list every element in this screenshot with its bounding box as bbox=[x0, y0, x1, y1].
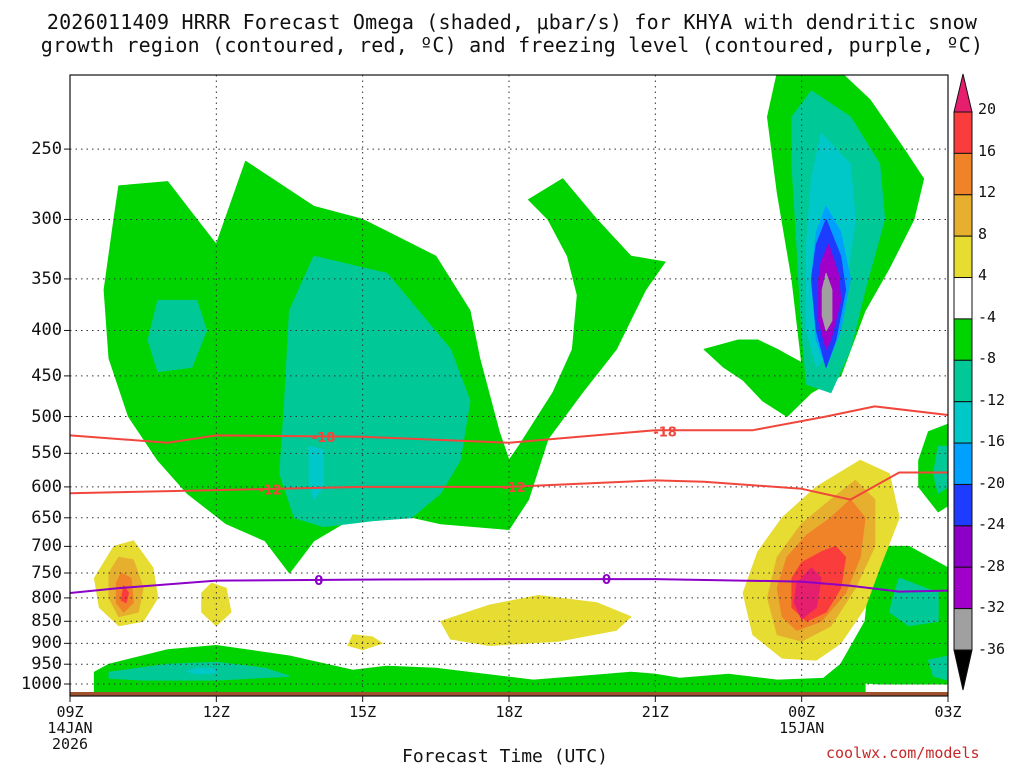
x-tick-time: 18Z bbox=[495, 703, 523, 721]
contour-lines: -18 -12 -12 -18 0 0 bbox=[70, 405, 948, 594]
colorbar-label: -4 bbox=[978, 307, 997, 326]
colorbar-swatch bbox=[953, 152, 973, 196]
x-tick-time: 12Z bbox=[202, 703, 230, 721]
omega-region-yellow bbox=[440, 595, 632, 646]
x-tick-label: 12Z bbox=[203, 704, 230, 720]
plot-frame bbox=[69, 74, 949, 697]
x-tick-date: 14JAN bbox=[47, 719, 93, 737]
omega-region-teal bbox=[889, 577, 939, 627]
colorbar-label: -20 bbox=[978, 473, 1006, 492]
contour-line bbox=[70, 471, 948, 501]
omega-shading bbox=[93, 75, 948, 693]
y-tick-label: 450 bbox=[31, 365, 62, 386]
colorbar-swatch bbox=[953, 525, 973, 568]
colorbar-label: -36 bbox=[978, 640, 1006, 658]
colorbar-label: -32 bbox=[978, 598, 1006, 617]
x-tick-time: 15Z bbox=[349, 703, 377, 721]
contour-label: -18 bbox=[653, 426, 677, 441]
x-tick-date: 2026 bbox=[51, 735, 89, 753]
y-tick-label: 900 bbox=[31, 633, 62, 654]
contour-line bbox=[70, 578, 948, 594]
colorbar-swatch bbox=[953, 608, 973, 651]
colorbar-label: -8 bbox=[978, 349, 997, 368]
x-axis-title: Forecast Time (UTC) bbox=[402, 746, 608, 767]
colorbar-label: 8 bbox=[978, 224, 988, 243]
contour-label: -18 bbox=[312, 431, 336, 446]
chart-title-line2: growth region (contoured, red, ºC) and f… bbox=[40, 33, 984, 57]
y-tick-label: 600 bbox=[31, 476, 62, 497]
y-tick-label: 750 bbox=[31, 562, 62, 583]
y-tick-label: 950 bbox=[31, 654, 62, 675]
omega-region-green bbox=[93, 645, 866, 693]
y-tick-label: 650 bbox=[31, 507, 62, 528]
y-tick-label: 400 bbox=[31, 320, 62, 341]
x-tick-time: 21Z bbox=[641, 703, 669, 721]
colorbar-swatch bbox=[953, 483, 973, 527]
colorbar-label: 16 bbox=[978, 141, 997, 160]
omega-region-red bbox=[120, 585, 129, 604]
x-tick-label: 18Z bbox=[495, 704, 522, 720]
x-tick-time: 03Z bbox=[934, 703, 962, 721]
colorbar-label: -16 bbox=[978, 432, 1006, 451]
y-tick-label: 350 bbox=[31, 268, 62, 289]
colorbar-label: 4 bbox=[978, 266, 988, 285]
y-tick-label: 1000 bbox=[21, 674, 62, 694]
omega-region-teal bbox=[932, 445, 948, 494]
credit-link[interactable]: coolwx.com/models bbox=[826, 744, 980, 762]
colorbar-label: -28 bbox=[978, 556, 1006, 575]
omega-region-teal bbox=[928, 655, 948, 681]
omega-region-teal bbox=[147, 299, 208, 373]
y-tick-label: 300 bbox=[31, 209, 62, 230]
omega-region-gray bbox=[821, 272, 833, 331]
x-tick-label: 15Z bbox=[349, 704, 376, 720]
x-tick-time: 09Z bbox=[56, 703, 84, 721]
colorbar-label: -12 bbox=[978, 390, 1006, 409]
colorbar-top-arrow bbox=[953, 73, 973, 113]
contour-label: -12 bbox=[258, 483, 282, 498]
colorbar-label: 20 bbox=[978, 100, 997, 118]
contour-label: -12 bbox=[502, 481, 526, 496]
omega-region-teal bbox=[279, 255, 471, 528]
contour-label: 0 bbox=[602, 573, 611, 588]
x-tick-time: 00Z bbox=[788, 703, 816, 721]
colorbar-swatch bbox=[953, 359, 973, 403]
y-tick-label: 800 bbox=[31, 587, 62, 608]
colorbar-label: -24 bbox=[978, 515, 1006, 534]
y-tick-label: 850 bbox=[31, 611, 62, 632]
omega-region-cyan bbox=[308, 445, 325, 501]
colorbar-swatch bbox=[953, 566, 973, 610]
x-tick-date: 15JAN bbox=[779, 719, 825, 737]
x-tick-label: 21Z bbox=[642, 704, 669, 720]
colorbar-swatch bbox=[953, 194, 973, 237]
y-tick-label: 550 bbox=[31, 443, 62, 464]
colorbar-swatch bbox=[953, 442, 973, 485]
contour-label: 0 bbox=[314, 574, 323, 589]
colorbar-bottom-arrow bbox=[953, 649, 973, 691]
contour-line bbox=[70, 405, 948, 444]
omega-region-cyan bbox=[186, 667, 217, 675]
colorbar-label: 12 bbox=[978, 183, 997, 202]
x-tick-label: 03Z bbox=[934, 704, 961, 720]
x-tick-label: 00Z 15JAN bbox=[779, 704, 824, 736]
y-tick-label: 700 bbox=[31, 536, 62, 557]
colorbar-swatch bbox=[953, 318, 973, 361]
colorbar-swatch bbox=[953, 235, 973, 279]
y-tick-label: 500 bbox=[31, 406, 62, 427]
colorbar-swatch bbox=[953, 401, 973, 444]
colorbar-swatch bbox=[953, 111, 973, 154]
ground-surface bbox=[70, 692, 948, 696]
x-tick-label: 09Z 14JAN 2026 bbox=[47, 704, 92, 752]
omega-region-yellow bbox=[347, 634, 383, 651]
colorbar bbox=[953, 73, 973, 691]
y-tick-label: 250 bbox=[31, 139, 62, 160]
colorbar-swatch bbox=[953, 277, 973, 320]
chart-title-line1: 2026011409 HRRR Forecast Omega (shaded, … bbox=[46, 10, 978, 34]
